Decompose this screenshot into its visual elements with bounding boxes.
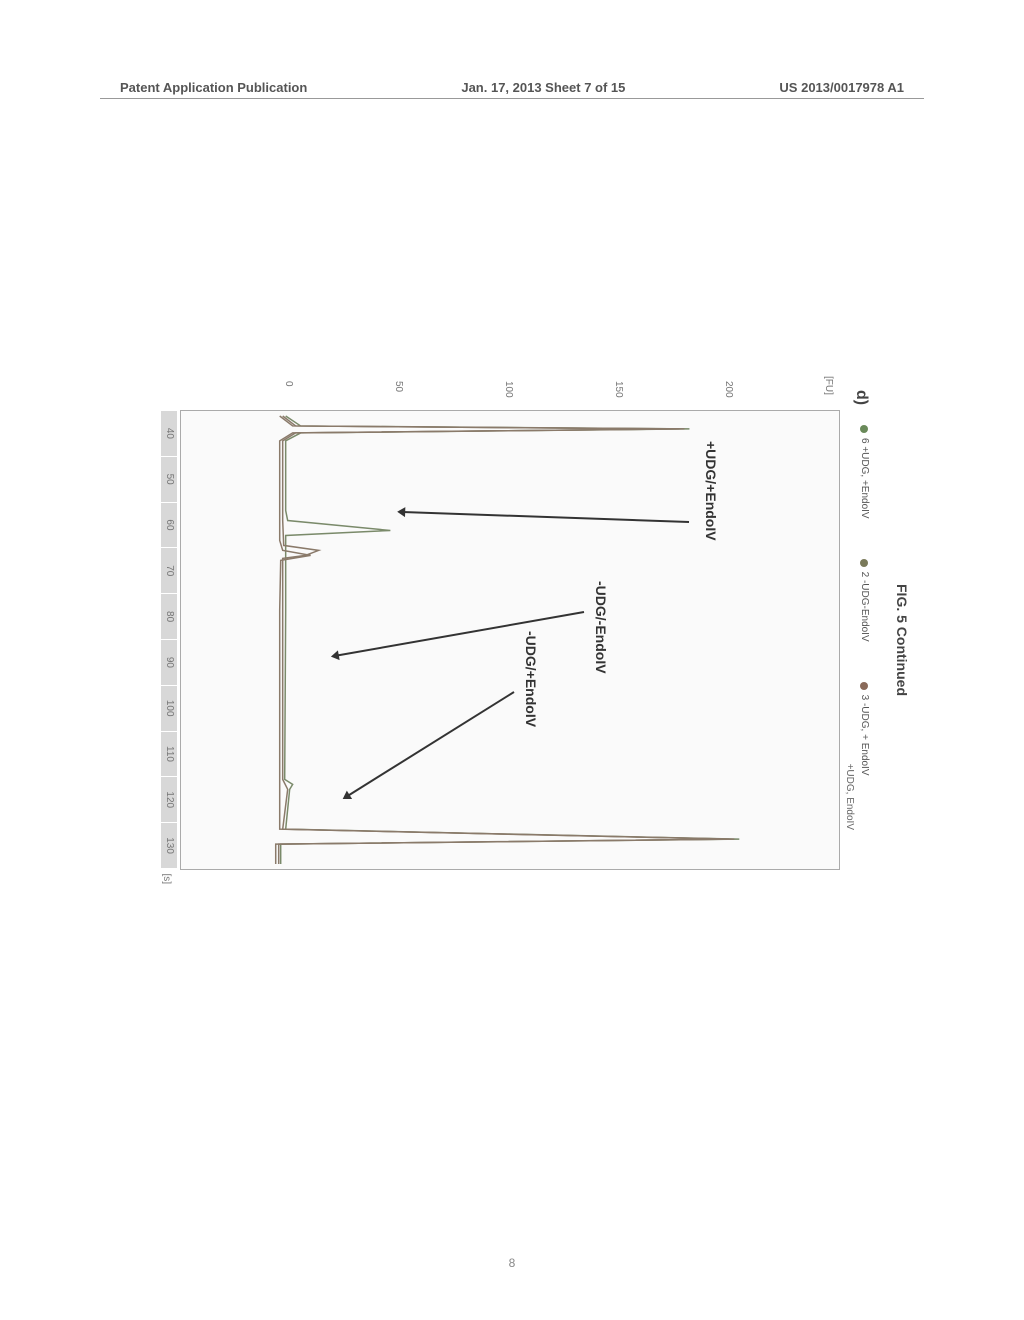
chart-area: [FU] 200 150 100 50 0 +UDG/+EndoIV -UDG/… xyxy=(180,410,840,870)
annotation-label: -UDG/-EndoIV xyxy=(593,581,609,674)
x-tick: 120 xyxy=(161,777,177,823)
page-header: Patent Application Publication Jan. 17, … xyxy=(0,80,1024,95)
annotation-label: +UDG/+EndoIV xyxy=(703,441,719,541)
legend-label: 2 -UDG-EndoIV xyxy=(859,572,870,642)
header-center: Jan. 17, 2013 Sheet 7 of 15 xyxy=(461,80,625,95)
x-tick: 80 xyxy=(161,594,177,640)
y-tick: 50 xyxy=(393,381,404,392)
x-tick: 100 xyxy=(161,686,177,732)
legend-label: 6 +UDG, +EndoIV xyxy=(859,438,870,519)
x-tick: 130 xyxy=(161,823,177,869)
legend-marker-icon xyxy=(861,425,869,433)
y-tick: 0 xyxy=(283,381,294,387)
y-axis-label: [FU] xyxy=(823,376,834,395)
chart-wrapper: FIG. 5 Continued d) 6 +UDG, +EndoIV 2 -U… xyxy=(180,410,840,870)
chart-legend: 6 +UDG, +EndoIV 2 -UDG-EndoIV 3 -UDG, + … xyxy=(859,425,870,776)
x-tick: 60 xyxy=(161,503,177,549)
x-axis-unit: [s] xyxy=(161,873,172,884)
x-tick: 50 xyxy=(161,457,177,503)
panel-label: d) xyxy=(852,390,870,405)
trace-svg xyxy=(181,411,839,869)
page-number: 8 xyxy=(509,1256,516,1270)
legend-label: 3 -UDG, + EndoIV xyxy=(859,695,870,776)
legend-item: 2 -UDG-EndoIV xyxy=(859,559,870,642)
header-rule xyxy=(100,98,924,99)
header-right: US 2013/0017978 A1 xyxy=(779,80,904,95)
x-tick: 110 xyxy=(161,732,177,778)
y-tick: 200 xyxy=(723,381,734,398)
x-tick: 40 xyxy=(161,411,177,457)
legend-marker-icon xyxy=(861,682,869,690)
y-tick: 150 xyxy=(613,381,624,398)
annotation-label: -UDG/+EndoIV xyxy=(523,631,539,727)
x-tick: 90 xyxy=(161,640,177,686)
figure-title: FIG. 5 Continued xyxy=(894,584,910,696)
legend-item: 6 +UDG, +EndoIV xyxy=(859,425,870,519)
header-left: Patent Application Publication xyxy=(120,80,307,95)
figure-5d-container: FIG. 5 Continued d) 6 +UDG, +EndoIV 2 -U… xyxy=(180,410,840,870)
x-tick: 70 xyxy=(161,548,177,594)
legend-marker-icon xyxy=(861,559,869,567)
y-tick: 100 xyxy=(503,381,514,398)
legend-item: 3 -UDG, + EndoIV xyxy=(859,682,870,776)
sub-legend: +UDG, EndoIV xyxy=(844,764,855,830)
x-axis-bar: 405060708090100110120130 xyxy=(161,411,177,869)
